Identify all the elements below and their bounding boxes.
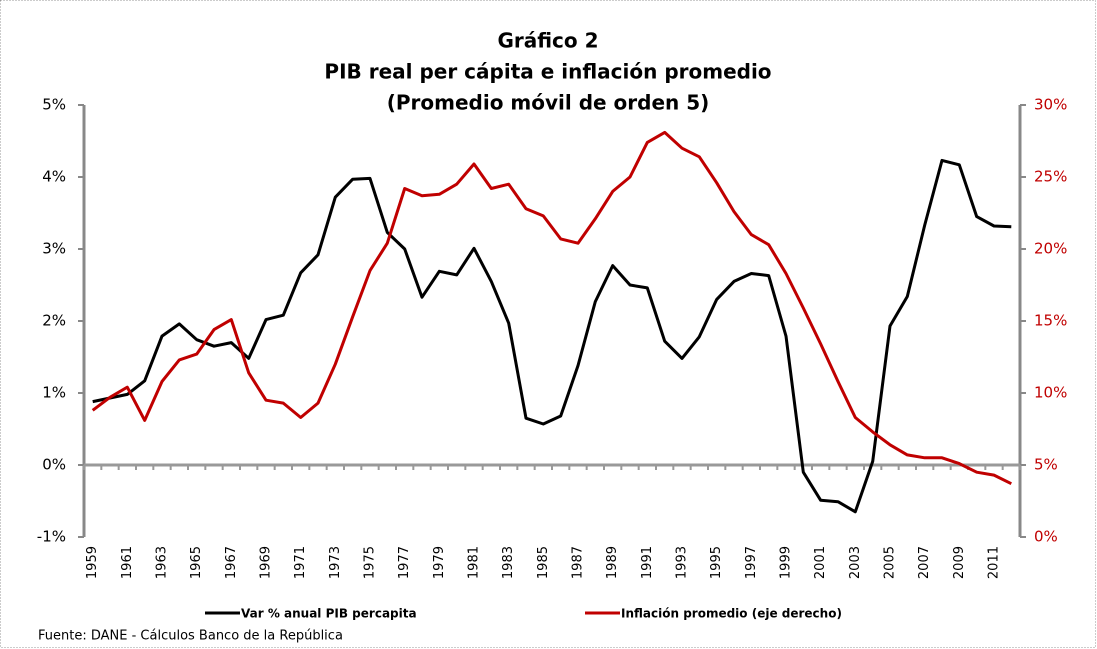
x-tick-label: 1977: [397, 546, 412, 579]
x-tick-label: 1965: [189, 546, 204, 579]
chart-title: Gráfico 2: [497, 29, 598, 53]
y-tick-label: 2%: [42, 312, 66, 330]
data-line: [91, 130, 1012, 486]
x-tick-label: 2003: [848, 546, 863, 579]
x-tick-label: 2007: [917, 546, 932, 579]
y2-tick-label: 15%: [1034, 312, 1067, 330]
legend-label: Inflación promedio (eje derecho): [621, 607, 842, 621]
y2-tick-label: 0%: [1034, 528, 1058, 546]
x-tick-label: 1971: [293, 546, 308, 579]
x-tick-label: 1985: [536, 546, 551, 579]
y-tick-label: 1%: [42, 384, 66, 402]
x-tick-label: 1991: [640, 546, 655, 579]
x-tick-label: 1959: [85, 546, 100, 579]
legend-label: Var % anual PIB percapita: [241, 607, 417, 621]
x-tick-label: 1999: [779, 546, 794, 579]
x-tick-label: 1993: [675, 546, 690, 579]
x-tick-label: 1987: [571, 546, 586, 579]
x-tick-label: 1969: [259, 546, 274, 579]
x-tick-label: 1975: [363, 546, 378, 579]
x-tick-label: 1995: [709, 546, 724, 579]
chart-subtitle: (Promedio móvil de orden 5): [387, 91, 710, 115]
y-tick-label: 4%: [42, 168, 66, 186]
source-note: Fuente: DANE - Cálculos Banco de la Repú…: [38, 629, 343, 644]
x-tick-label: 1981: [467, 546, 482, 579]
y2-tick-label: 20%: [1034, 240, 1067, 258]
y-tick-label: 5%: [42, 96, 66, 114]
x-tick-label: 2005: [883, 546, 898, 579]
y-tick-label: -1%: [37, 528, 66, 546]
data-line: [92, 158, 1012, 514]
x-tick-label: 1963: [155, 546, 170, 579]
y2-tick-label: 30%: [1034, 96, 1067, 114]
x-tick-label: 2001: [813, 546, 828, 579]
x-tick-label: 1983: [501, 546, 516, 579]
x-tick-label: 2011: [987, 546, 1002, 579]
x-tick-label: 1967: [224, 546, 239, 579]
x-tick-label: 1979: [432, 546, 447, 579]
chart-subtitle: PIB real per cápita e inflación promedio: [324, 60, 771, 84]
x-tick-label: 1973: [328, 546, 343, 579]
x-tick-label: 2009: [952, 546, 967, 579]
y-tick-label: 3%: [42, 240, 66, 258]
x-tick-label: 1997: [744, 546, 759, 579]
x-tick-label: 1989: [605, 546, 620, 579]
y-tick-label: 0%: [42, 456, 66, 474]
x-tick-label: 1961: [120, 546, 135, 579]
y2-tick-label: 5%: [1034, 456, 1058, 474]
y2-tick-label: 10%: [1034, 384, 1067, 402]
y2-tick-label: 25%: [1034, 168, 1067, 186]
